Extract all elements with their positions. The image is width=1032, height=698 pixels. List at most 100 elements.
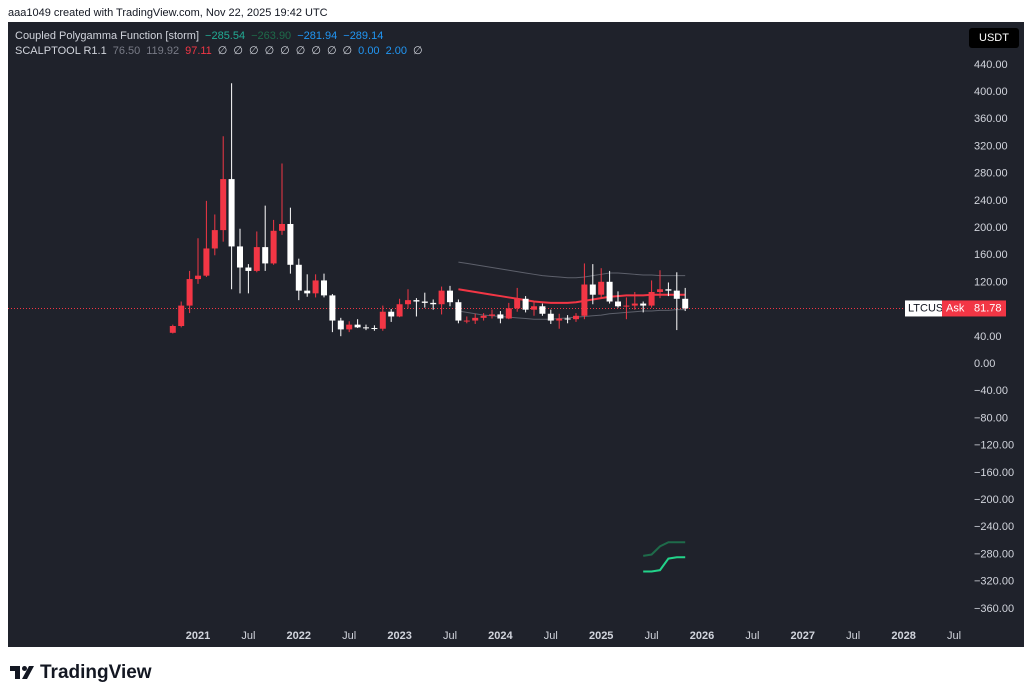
indicator-line [458,288,686,304]
y-tick-label: −320.00 [974,576,1014,588]
y-tick-label: 40.00 [974,331,1002,343]
candle-body [573,315,579,320]
candle-body [606,281,613,302]
candle-body [623,305,630,307]
y-tick-label: −360.00 [974,603,1014,615]
candle-body [657,289,663,292]
y-tick-label: −280.00 [974,548,1014,560]
candle-body [195,275,201,280]
candle-body [253,247,260,271]
candle-body [589,284,596,295]
candle-body [480,315,487,318]
candle-body [178,305,185,326]
candle-body [497,314,504,319]
x-tick-label: Jul [443,630,457,642]
x-tick-label: Jul [645,630,659,642]
y-tick-label: 320.00 [974,140,1008,152]
candle-body [531,306,537,310]
candle-body [581,284,588,316]
y-tick-label: −40.00 [974,385,1008,397]
candle-body [438,290,445,305]
currency-label[interactable]: USDT [979,32,1009,44]
candle-body [211,230,218,249]
chart-panel [8,22,1024,647]
candle-body [363,327,369,329]
indicator-value: 119.92 [146,45,180,57]
y-tick-label: −120.00 [974,440,1014,452]
indicator-value: 2.00 [385,45,407,57]
legend-row: SCALPTOOL R1.1 76.50 119.92 97.11 ∅ ∅ ∅ ∅ ∅ ∅ ∅ ∅ ∅ 0… [15,44,429,59]
candle-body [237,246,243,268]
candle-body [203,248,210,276]
candle-body [346,324,353,330]
x-tick-label: Jul [745,630,759,642]
candle-body [673,290,680,299]
candle-body [665,289,672,291]
currency-button[interactable] [969,28,1019,48]
candle-body [472,317,479,321]
x-tick-label: 2025 [589,630,613,642]
candle-body [615,301,621,307]
y-tick-label: −80.00 [974,412,1008,424]
candle-body [379,311,386,329]
indicator-name: SCALPTOOL R1.1 [15,45,107,57]
legend-row: Coupled Polygamma Function [storm] −285.5… [15,29,429,44]
candle-body [262,247,269,264]
candle-body [682,298,689,309]
y-tick-label: 200.00 [974,222,1008,234]
indicator-value: ∅ [280,45,290,57]
candle-body [547,313,554,321]
candle-body [447,290,453,303]
x-tick-label: 2022 [287,630,311,642]
indicator-value: ∅ [342,45,353,57]
candle-body [245,267,252,271]
candle-body [169,325,176,333]
y-tick-label: 120.00 [974,276,1008,288]
x-tick-label: 2024 [488,630,513,642]
candle-body [396,304,403,317]
header: aaa1049 created with TradingView.com, No… [8,7,328,19]
candle-body [371,328,378,330]
symbol-box [905,300,942,317]
candle-body [337,320,344,330]
candle-body [430,302,437,305]
candle-body [489,314,495,316]
x-tick-label: Jul [342,630,356,642]
candle-body [631,303,638,306]
y-tick-label: 360.00 [974,113,1008,125]
indicator-value: ∅ [248,45,259,57]
y-tick-label: 440.00 [974,59,1008,71]
price-label: 81.78 [974,302,1002,314]
indicator-value: −285.54 [205,30,246,42]
candle-body [228,179,235,247]
y-tick-label: −240.00 [974,521,1014,533]
indicator-value: −289.14 [343,30,384,42]
x-tick-label: 2021 [186,630,210,642]
indicator-value: −263.90 [251,30,292,42]
x-tick-label: 2026 [690,630,714,642]
x-tick-label: Jul [241,630,255,642]
candle-body [505,308,512,319]
indicator-line [643,556,686,573]
candle-body [514,298,521,309]
candle-body [186,279,193,306]
y-tick-label: −200.00 [974,494,1014,506]
candle-body [463,320,470,322]
indicator-value: ∅ [311,45,321,57]
indicator-value: ∅ [326,45,337,57]
candle-body [405,300,411,305]
candle-body [421,301,428,303]
indicator-name: Coupled Polygamma Function [storm] [15,30,200,42]
x-tick-label: 2023 [387,630,411,642]
price-box [942,300,1006,317]
candle-body [388,311,395,317]
y-tick-label: 400.00 [974,86,1008,98]
indicator-value: ∅ [412,45,423,57]
candle-body [598,281,605,295]
candle-body [556,318,563,321]
x-tick-label: 2028 [891,630,915,642]
candle-body [270,230,277,264]
candle-body [413,300,420,302]
